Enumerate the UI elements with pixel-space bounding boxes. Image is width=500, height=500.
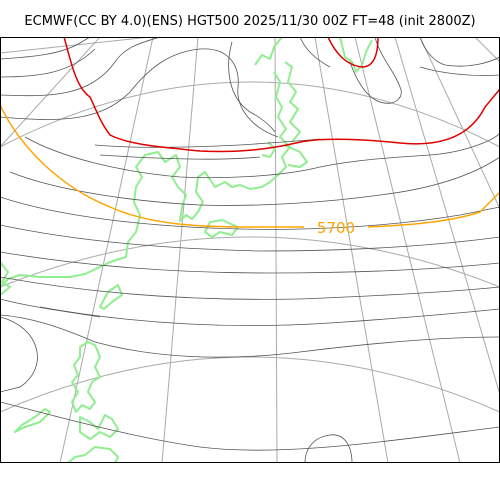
graticule xyxy=(0,37,500,463)
contour-5400 xyxy=(327,37,379,68)
map-frame xyxy=(0,37,500,463)
contour-5700 xyxy=(0,104,304,228)
map-canvas: 5700 xyxy=(0,37,500,463)
contour-label-5700: 5700 xyxy=(317,219,355,237)
contour-5400 xyxy=(63,37,500,153)
height-contours xyxy=(0,37,500,463)
contour-5700 xyxy=(367,191,500,228)
map-title: ECMWF(CC BY 4.0)(ENS) HGT500 2025/11/30 … xyxy=(24,14,476,29)
coastlines xyxy=(0,37,373,463)
